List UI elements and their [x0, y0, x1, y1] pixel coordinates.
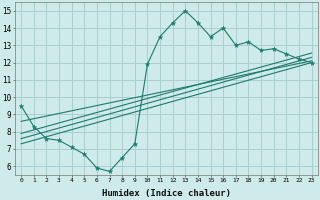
X-axis label: Humidex (Indice chaleur): Humidex (Indice chaleur)	[102, 189, 231, 198]
